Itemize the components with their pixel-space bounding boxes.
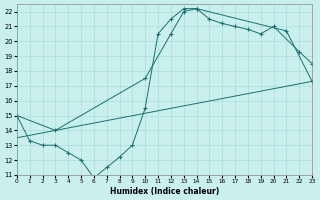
X-axis label: Humidex (Indice chaleur): Humidex (Indice chaleur) [110,187,219,196]
